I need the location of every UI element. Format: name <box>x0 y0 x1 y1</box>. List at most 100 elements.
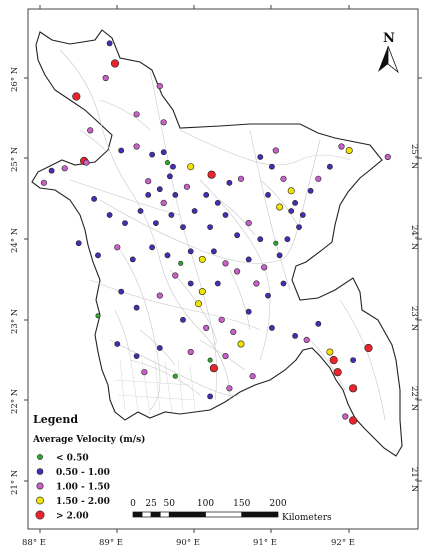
lat-tick-26: 26° N <box>10 66 20 92</box>
scale-segment <box>150 511 161 518</box>
delta-channels <box>114 354 196 416</box>
station-marker <box>203 191 210 198</box>
station-marker <box>218 316 225 323</box>
station-marker <box>342 413 349 420</box>
scale-segment <box>241 511 279 518</box>
station-marker <box>265 292 271 299</box>
station-marker <box>349 416 358 425</box>
station-marker <box>152 220 159 226</box>
station-marker <box>384 153 391 161</box>
station-marker <box>133 304 140 311</box>
station-marker <box>268 324 275 331</box>
scale-bar: 0 25 50 100 150 200 Kilometers <box>130 499 332 523</box>
station-marker <box>249 373 256 380</box>
station-marker <box>326 348 334 356</box>
station-marker <box>350 357 356 363</box>
station-marker <box>203 324 210 332</box>
station-marker <box>160 119 167 126</box>
scale-segment <box>159 511 170 518</box>
station-marker <box>333 368 342 377</box>
station-marker <box>180 224 186 230</box>
station-marker <box>149 151 155 158</box>
lat-tick-right-21: 21° N <box>409 467 419 493</box>
station-marker <box>287 187 295 195</box>
station-markers <box>40 40 391 425</box>
station-marker <box>234 268 241 275</box>
station-marker <box>268 163 275 170</box>
station-marker <box>187 348 194 356</box>
scale-segment <box>205 511 243 518</box>
station-marker <box>75 240 82 247</box>
legend-swatch <box>35 510 45 520</box>
station-marker <box>272 147 279 154</box>
station-marker <box>273 240 279 246</box>
lat-tick-labels-left: 26° N 25° N 24° N 23° N 22° N 21° N <box>10 66 20 495</box>
station-marker <box>91 195 97 202</box>
station-marker <box>284 236 291 243</box>
legend: Legend Average Velocity (m/s) < 0.50 0.50… <box>32 413 145 522</box>
station-marker <box>245 308 252 315</box>
station-marker <box>349 384 358 393</box>
country-outline <box>31 29 403 457</box>
station-marker <box>253 280 260 287</box>
station-marker <box>164 252 171 259</box>
station-marker <box>178 260 184 266</box>
scale-tick-label: 100 <box>197 499 214 509</box>
scale-segment <box>132 511 143 518</box>
station-marker <box>187 163 195 171</box>
station-marker <box>315 320 322 327</box>
lat-tick-right-24: 24° N <box>409 225 419 251</box>
station-marker <box>207 357 213 363</box>
legend-item-label: 1.00 - 1.50 <box>56 483 110 493</box>
scale-tick-label: 150 <box>233 499 250 509</box>
station-marker <box>280 175 287 182</box>
legend-items: < 0.50 0.50 - 1.00 1.00 - 1.50 1.50 - 2.00 >… <box>35 454 110 522</box>
station-marker <box>288 208 295 214</box>
lat-tick-23: 23° N <box>10 308 20 334</box>
station-marker <box>222 212 229 218</box>
station-marker <box>102 74 109 82</box>
station-marker <box>237 175 245 182</box>
station-marker <box>118 147 125 154</box>
station-marker <box>118 288 125 295</box>
station-marker <box>210 248 217 255</box>
lat-tick-right-23: 23° N <box>409 306 419 332</box>
north-arrow: N <box>378 31 399 74</box>
station-marker <box>106 212 113 218</box>
station-marker <box>187 248 194 255</box>
station-marker <box>168 212 175 218</box>
station-marker <box>292 332 298 339</box>
station-marker <box>276 203 284 211</box>
lat-tick-21: 21° N <box>10 469 20 495</box>
station-marker <box>299 212 306 218</box>
scale-tick-labels: 0 25 50 100 150 200 <box>130 499 287 509</box>
station-marker <box>61 165 68 172</box>
station-marker <box>303 336 310 344</box>
station-marker <box>122 220 128 226</box>
station-marker <box>172 191 179 198</box>
station-marker <box>172 373 178 379</box>
station-marker <box>170 163 176 170</box>
station-marker <box>292 199 298 206</box>
station-marker <box>226 385 233 392</box>
station-marker <box>110 59 120 68</box>
legend-swatch <box>36 482 44 490</box>
station-marker <box>48 167 55 174</box>
station-marker <box>237 340 245 348</box>
station-marker <box>364 343 373 353</box>
station-marker <box>87 127 94 134</box>
station-marker <box>234 232 240 239</box>
legend-item-label: 0.50 - 1.00 <box>56 468 110 478</box>
station-marker <box>276 252 283 259</box>
north-arrow-icon <box>378 46 388 72</box>
legend-title: Legend <box>33 413 78 426</box>
lon-tick-88: 88° E <box>22 538 46 548</box>
station-marker <box>160 199 167 206</box>
station-marker <box>245 256 252 263</box>
legend-swatch <box>37 454 43 460</box>
station-marker <box>329 356 338 365</box>
station-marker <box>72 92 81 101</box>
scale-unit: Kilometers <box>282 513 332 523</box>
station-marker <box>156 292 163 299</box>
lon-tick-92: 92° E <box>331 538 355 548</box>
